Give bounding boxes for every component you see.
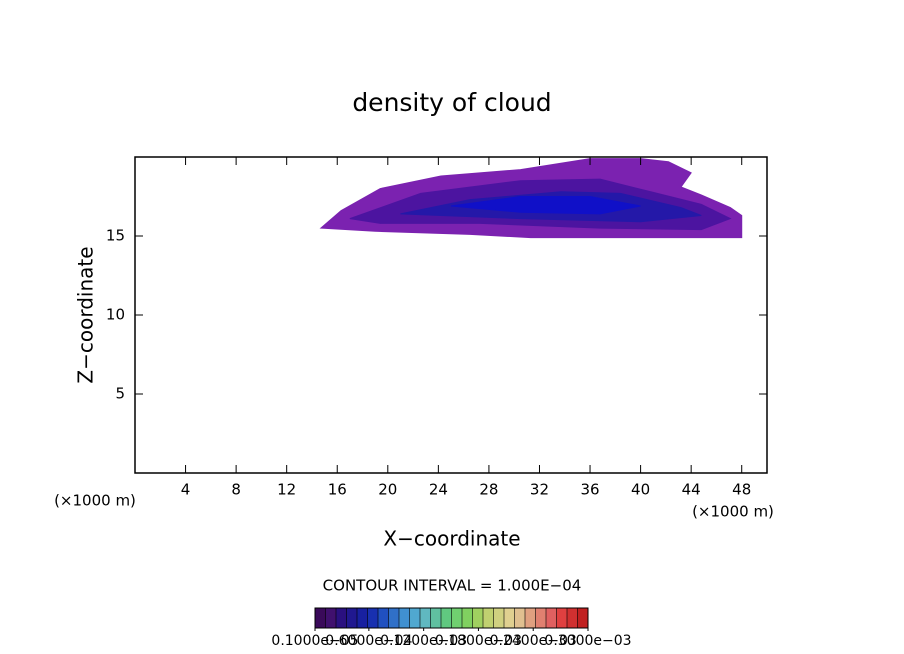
x-tick-label: 44 — [682, 481, 701, 499]
colorbar-frame — [314, 607, 589, 629]
y-tick-label: 5 — [115, 385, 125, 403]
x-tick-label: 40 — [631, 481, 650, 499]
colorbar-swatch — [336, 608, 347, 628]
colorbar-tick-label: 0.6000e−04 — [325, 633, 412, 649]
colorbar-swatch — [367, 608, 378, 628]
x-tick-label: 28 — [479, 481, 498, 499]
colorbar-swatch — [504, 608, 515, 628]
x-unit-label: (×1000 m) — [692, 503, 774, 521]
chart-title: density of cloud — [352, 88, 551, 117]
colorbar-swatch — [493, 608, 504, 628]
x-tick-label: 16 — [328, 481, 347, 499]
y-axis-label: Z−coordinate — [74, 246, 98, 383]
colorbar-swatch — [535, 608, 546, 628]
colorbar-tick-label: 0.1800e−03 — [435, 633, 522, 649]
x-tick-label: 48 — [732, 481, 751, 499]
y-tick-label: 10 — [106, 306, 125, 324]
colorbar-swatch — [451, 608, 462, 628]
x-tick-label: 4 — [181, 481, 191, 499]
colorbar-swatch — [346, 608, 357, 628]
colorbar-tick-label: 0.3000e−03 — [544, 633, 631, 649]
colorbar-swatch — [430, 608, 441, 628]
x-tick-label: 20 — [378, 481, 397, 499]
colorbar-tick-label: 0.1200e−03 — [380, 633, 467, 649]
colorbar-swatch — [525, 608, 536, 628]
colorbar-swatch — [357, 608, 368, 628]
colorbar-tick-label: 0.2400e−03 — [490, 633, 577, 649]
colorbar-swatch — [409, 608, 420, 628]
colorbar-swatch — [577, 608, 588, 628]
colorbar-swatch — [420, 608, 431, 628]
colorbar-swatch — [514, 608, 525, 628]
contour-interval: CONTOUR INTERVAL = 1.000E−04 — [323, 577, 582, 595]
x-tick-label: 24 — [429, 481, 448, 499]
x-axis-label: X−coordinate — [383, 527, 520, 551]
colorbar-swatch — [472, 608, 483, 628]
colorbar-swatch — [483, 608, 494, 628]
x-tick-label: 8 — [231, 481, 241, 499]
contour-fill — [450, 196, 641, 215]
colorbar-swatch — [378, 608, 389, 628]
x-tick-label: 12 — [277, 481, 296, 499]
y-unit-label: (×1000 m) — [54, 492, 136, 510]
colorbar-swatch — [315, 608, 326, 628]
colorbar-swatch — [441, 608, 452, 628]
colorbar-swatch — [462, 608, 473, 628]
colorbar-swatch — [546, 608, 557, 628]
x-tick-label: 36 — [580, 481, 599, 499]
colorbar-swatch — [567, 608, 578, 628]
y-tick-label: 15 — [106, 227, 125, 245]
colorbar-swatch — [325, 608, 336, 628]
colorbar-swatch — [388, 608, 399, 628]
colorbar-swatch — [556, 608, 567, 628]
x-tick-label: 32 — [530, 481, 549, 499]
colorbar-tick-label: 0.1000e−05 — [271, 633, 358, 649]
colorbar-swatch — [399, 608, 410, 628]
